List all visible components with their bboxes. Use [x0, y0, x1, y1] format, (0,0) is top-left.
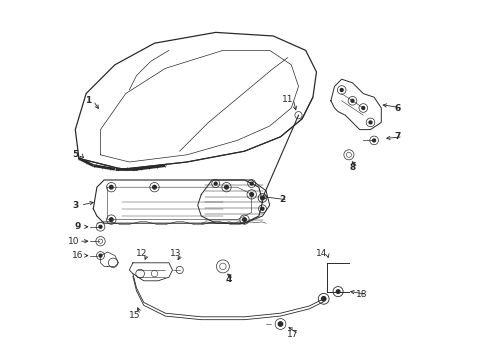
Circle shape	[278, 322, 282, 326]
Text: 16: 16	[72, 251, 84, 260]
Circle shape	[361, 107, 364, 109]
Text: 6: 6	[393, 104, 400, 113]
Text: 10: 10	[68, 237, 79, 246]
Circle shape	[214, 182, 217, 185]
Text: 12: 12	[136, 249, 147, 258]
Circle shape	[109, 218, 113, 221]
Text: 3: 3	[72, 201, 78, 210]
Text: 5: 5	[72, 150, 78, 159]
Text: 8: 8	[348, 163, 355, 172]
Circle shape	[109, 185, 113, 189]
Circle shape	[261, 207, 264, 210]
Circle shape	[368, 121, 371, 124]
Circle shape	[152, 185, 156, 189]
Text: 11: 11	[282, 95, 293, 104]
Circle shape	[250, 182, 253, 185]
Circle shape	[372, 139, 375, 142]
Text: 1: 1	[84, 96, 91, 105]
Circle shape	[99, 254, 102, 257]
Text: 4: 4	[224, 275, 231, 284]
Text: 18: 18	[355, 290, 366, 299]
Text: 13: 13	[170, 249, 182, 258]
Text: 17: 17	[287, 330, 298, 338]
Circle shape	[260, 196, 264, 200]
Circle shape	[224, 185, 228, 189]
Circle shape	[249, 193, 253, 196]
Text: 2: 2	[279, 195, 285, 204]
Circle shape	[340, 89, 343, 91]
Circle shape	[350, 99, 353, 102]
Text: 14: 14	[316, 249, 327, 258]
Circle shape	[242, 218, 246, 221]
Text: 9: 9	[75, 222, 81, 231]
Text: 15: 15	[129, 310, 140, 320]
Circle shape	[321, 297, 325, 301]
Text: 7: 7	[393, 132, 400, 141]
Circle shape	[336, 290, 339, 293]
Circle shape	[99, 225, 102, 228]
